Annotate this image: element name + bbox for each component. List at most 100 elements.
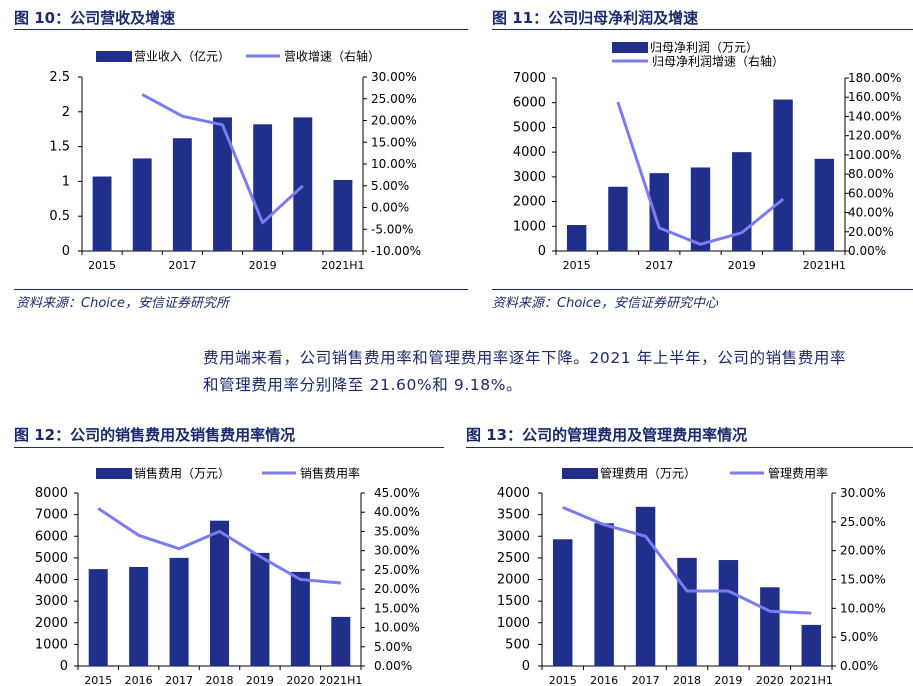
fig12-right-tick-label: 20.00% — [374, 582, 420, 596]
fig10-bar — [213, 117, 232, 251]
fig10-bar — [293, 117, 313, 251]
fig10-bar — [132, 158, 152, 251]
fig13-left-tick-label: 3500 — [497, 508, 530, 523]
fig10-right-tick-label: 5.00% — [371, 179, 409, 193]
fig11-bar — [649, 173, 669, 251]
fig12-right-tick-label: 30.00% — [374, 544, 420, 558]
fig12-left-tick-label: 0 — [60, 659, 68, 674]
fig10-left-tick-label: 1.5 — [49, 140, 70, 155]
fig13-x-tick-label: 2019 — [714, 674, 742, 686]
fig13-x-tick-label: 2017 — [632, 674, 660, 686]
fig11-right-tick-label: 20.00% — [848, 225, 894, 239]
fig13-right-tick-label: 20.00% — [840, 544, 886, 558]
fig10-source: 资料来源：Choice，安信证券研究所 — [16, 296, 230, 311]
fig10-x-tick-label: 2021H1 — [321, 259, 364, 272]
fig12-x-tick-label: 2016 — [125, 674, 153, 686]
fig10-left-tick-label: 2 — [62, 105, 70, 120]
fig11-left-tick-label: 2000 — [513, 195, 546, 210]
fig12-right-tick-label: 15.00% — [374, 601, 420, 615]
fig13-right-tick-label: 25.00% — [840, 515, 886, 529]
fig13-left-tick-label: 0 — [522, 659, 530, 674]
fig12-left-tick-label: 4000 — [35, 573, 68, 588]
fig13-left-tick-label: 500 — [505, 637, 530, 652]
fig11-left-tick-label: 5000 — [513, 120, 546, 135]
fig11-bar — [773, 99, 793, 251]
fig12-right-tick-label: 40.00% — [374, 505, 420, 519]
fig12-left-tick-label: 7000 — [35, 508, 68, 523]
fig11-right-tick-label: 100.00% — [848, 148, 901, 162]
fig10-line-series — [141, 93, 304, 225]
fig11-bar — [732, 152, 752, 251]
fig10-legend-line-label: 营收增速（右轴） — [284, 49, 380, 64]
fig11-right-tick-label: 80.00% — [848, 167, 894, 181]
body-text-line-2: 和管理费用率分别降至 21.60%和 9.18%。 — [203, 376, 523, 394]
fig13-right-tick-label: 10.00% — [840, 601, 886, 615]
fig12-bar — [331, 616, 351, 666]
fig10-bar — [333, 180, 353, 251]
fig10-left-tick-label: 1 — [62, 174, 70, 189]
fig12-title-rule — [14, 447, 444, 448]
fig12-x-tick-label: 2020 — [286, 674, 314, 686]
fig12-right-tick-label: 45.00% — [374, 486, 420, 500]
fig11-legend-bar-label: 归母净利润（万元） — [650, 41, 758, 55]
fig12-x-tick-label: 2021H1 — [319, 674, 362, 686]
fig11-legend-line-label: 归母净利润增速（右轴） — [652, 54, 784, 69]
fig10-right-tick-label: -10.00% — [371, 244, 421, 258]
fig13-left-tick-label: 1500 — [497, 594, 530, 609]
fig10-left-tick-label: 0 — [62, 244, 70, 259]
fig13-bar — [718, 560, 739, 666]
fig12-right-tick-label: 25.00% — [374, 563, 420, 577]
fig10-x-tick-label: 2015 — [88, 259, 116, 272]
fig10-legend-bar-swatch — [96, 51, 132, 62]
fig11-bar — [814, 158, 835, 251]
fig13-x-tick-label: 2018 — [673, 674, 701, 686]
fig13-x-tick-label: 2016 — [590, 674, 618, 686]
fig11-x-tick-label: 2015 — [563, 259, 591, 272]
fig12-right-tick-label: 35.00% — [374, 524, 420, 538]
fig11-x-tick-label: 2019 — [728, 259, 756, 272]
fig12-bar — [169, 557, 189, 666]
fig11-left-tick-label: 4000 — [513, 145, 546, 160]
fig13-legend-bar-label: 管理费用（万元） — [600, 466, 696, 481]
fig13-x-tick-label: 2020 — [756, 674, 784, 686]
fig11-right-tick-label: 0.00% — [848, 244, 886, 258]
fig10-right-tick-label: 25.00% — [371, 92, 417, 106]
fig13-line-series — [562, 506, 812, 615]
fig10-right-tick-label: 0.00% — [371, 201, 409, 215]
fig11-left-tick-label: 3000 — [513, 170, 546, 185]
fig11-right-tick-label: 120.00% — [848, 129, 901, 143]
fig13-x-tick-label: 2015 — [549, 674, 577, 686]
fig10-bar — [172, 138, 192, 251]
fig11-right-tick-label: 60.00% — [848, 186, 894, 200]
fig10-right-tick-label: 15.00% — [371, 135, 417, 149]
fig13-right-tick-label: 15.00% — [840, 573, 886, 587]
fig11-right-tick-label: 160.00% — [848, 90, 901, 104]
fig13-left-tick-label: 3000 — [497, 529, 530, 544]
fig12-left-tick-label: 2000 — [35, 616, 68, 631]
fig11-source-rule — [492, 289, 913, 290]
fig12-x-tick-label: 2015 — [84, 674, 112, 686]
fig13-title: 图 13：公司的管理费用及管理费用率情况 — [466, 426, 748, 444]
fig11-title: 图 11：公司归母净利润及增速 — [492, 9, 699, 27]
fig11-legend-bar-swatch — [612, 42, 648, 53]
fig11-x-tick-label: 2021H1 — [803, 259, 846, 272]
fig13-title-rule — [466, 447, 913, 448]
fig13-left-tick-label: 1000 — [497, 616, 530, 631]
fig11-bar — [566, 225, 587, 251]
fig12-legend-line-label: 销售费用率 — [300, 466, 360, 481]
fig12-bar — [209, 520, 230, 666]
fig11-left-tick-label: 0 — [538, 244, 546, 259]
fig10-x-tick-label: 2019 — [249, 259, 277, 272]
body-text-line-1: 费用端来看，公司销售费用率和管理费用率逐年下降。2021 年上半年，公司的销售费… — [203, 349, 847, 367]
fig10-x-tick-label: 2017 — [168, 259, 196, 272]
fig11-source: 资料来源：Choice，安信证券研究中心 — [492, 296, 719, 311]
fig11-right-tick-label: 40.00% — [848, 206, 894, 220]
fig13-left-tick-label: 2500 — [497, 551, 530, 566]
fig13-bar — [677, 557, 697, 666]
fig13-x-tick-label: 2021H1 — [790, 674, 833, 686]
fig10-bar — [92, 176, 112, 251]
fig11-left-tick-label: 1000 — [513, 219, 546, 234]
